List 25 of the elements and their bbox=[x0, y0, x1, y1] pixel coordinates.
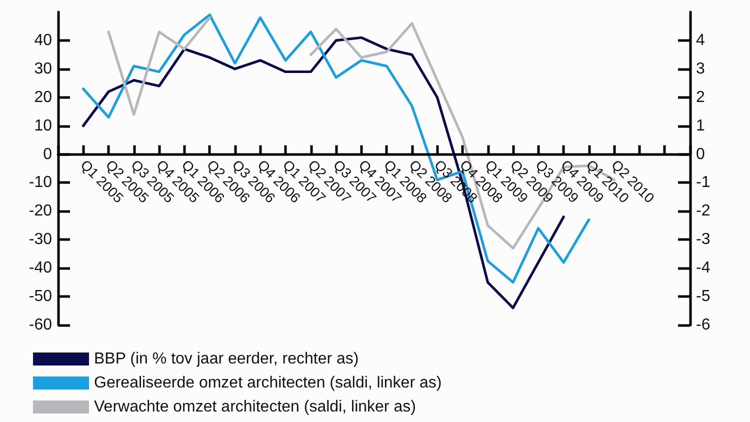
legend-label: Gerealiseerde omzet architecten (saldi, linker as) bbox=[94, 374, 442, 392]
y-tick-label: -10 bbox=[28, 174, 52, 192]
y2-tick-label: 3 bbox=[696, 60, 705, 78]
legend-label: Verwachte omzet architecten (saldi, linker as) bbox=[94, 398, 416, 416]
y2-tick-label: -5 bbox=[696, 288, 710, 306]
y-tick-label: -40 bbox=[28, 260, 52, 277]
y-tick-label: -30 bbox=[28, 231, 52, 248]
y-tick-label: -50 bbox=[28, 288, 52, 306]
y2-tick-label: 1 bbox=[696, 117, 705, 134]
y2-tick-label: -1 bbox=[696, 174, 710, 192]
y2-tick-label: -3 bbox=[696, 231, 710, 248]
y-tick-label: 20 bbox=[34, 88, 52, 106]
y-tick-label: -20 bbox=[28, 202, 52, 220]
y-tick-label: 0 bbox=[43, 146, 52, 163]
y2-tick-label: -2 bbox=[696, 202, 710, 220]
y2-tick-label: 4 bbox=[696, 32, 705, 49]
y-tick-label: -60 bbox=[28, 316, 52, 334]
y2-tick-label: -4 bbox=[696, 260, 710, 277]
y-tick-label: 10 bbox=[34, 117, 52, 134]
legend-label: BBP (in % tov jaar eerder, rechter as) bbox=[94, 350, 359, 368]
y2-tick-label: -6 bbox=[696, 316, 710, 334]
y-tick-label: 30 bbox=[34, 60, 52, 78]
y2-tick-label: 2 bbox=[696, 88, 705, 106]
y2-tick-label: 0 bbox=[696, 146, 705, 163]
y-tick-label: 40 bbox=[34, 32, 52, 49]
